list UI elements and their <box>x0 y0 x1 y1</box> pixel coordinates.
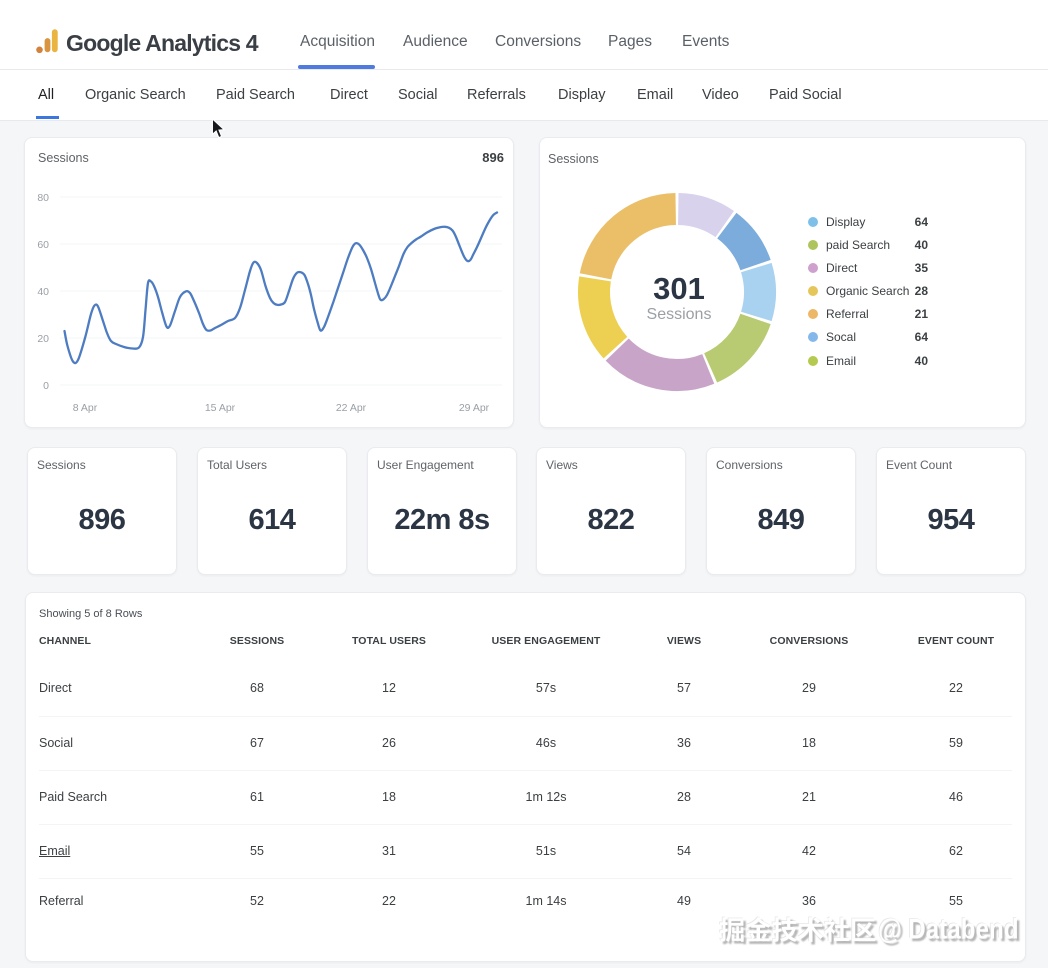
svg-text:20: 20 <box>37 333 49 345</box>
svg-text:40: 40 <box>37 286 49 298</box>
svg-text:0: 0 <box>43 380 49 392</box>
svg-text:29 Apr: 29 Apr <box>459 402 490 414</box>
svg-text:15 Apr: 15 Apr <box>205 402 236 414</box>
svg-text:60: 60 <box>37 239 49 251</box>
svg-text:80: 80 <box>37 192 49 204</box>
svg-text:22 Apr: 22 Apr <box>336 402 367 414</box>
svg-text:8 Apr: 8 Apr <box>73 402 98 414</box>
